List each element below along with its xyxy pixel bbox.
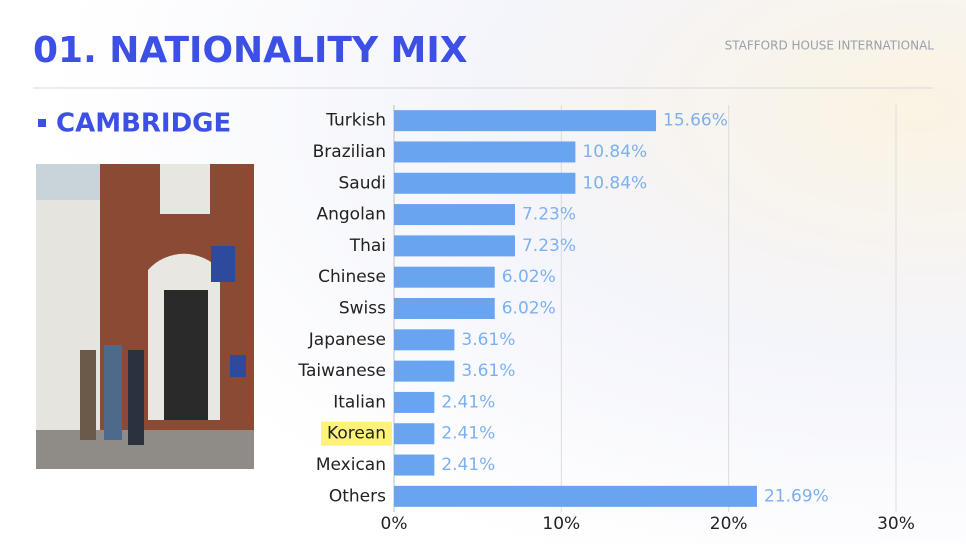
bar xyxy=(394,485,757,507)
value-label: 7.23% xyxy=(522,205,576,225)
x-tick-label: 10% xyxy=(542,514,580,534)
y-tick-label: Swiss xyxy=(339,299,386,319)
chart: 0% 10% 20% 30% Turkish 15.66% Brazilian 10.84% S… xyxy=(297,105,915,534)
value-label: 10.84% xyxy=(582,142,647,162)
bar xyxy=(394,391,435,413)
bar xyxy=(394,454,435,476)
highlight xyxy=(321,421,392,446)
x-tick-label: 0% xyxy=(381,514,408,534)
value-label: 2.41% xyxy=(441,424,495,444)
value-label: 10.84% xyxy=(582,173,647,193)
value-label: 2.41% xyxy=(441,455,495,475)
photo xyxy=(36,164,254,469)
bar xyxy=(394,360,455,382)
x-tick-label: 20% xyxy=(710,514,748,534)
value-label: 6.02% xyxy=(502,299,556,319)
bar xyxy=(394,141,576,163)
bullet xyxy=(38,119,46,127)
title: 01. NATIONALITY MIX xyxy=(33,30,468,71)
subtitle: CAMBRIDGE xyxy=(56,109,231,139)
bar xyxy=(394,423,435,445)
bar xyxy=(394,298,495,319)
highlight-layer xyxy=(321,421,392,446)
y-tick-label: Mexican xyxy=(316,455,386,475)
value-label: 7.23% xyxy=(522,236,576,256)
y-tick-label: Taiwanese xyxy=(297,361,386,381)
bar xyxy=(394,329,455,351)
y-tick-label: Angolan xyxy=(316,205,386,225)
y-tick-label: Korean xyxy=(327,424,386,444)
y-tick-label: Brazilian xyxy=(313,142,386,162)
value-label: 3.61% xyxy=(461,361,515,381)
y-tick-label: Saudi xyxy=(339,173,387,193)
x-tick-label: 30% xyxy=(877,514,915,534)
bar xyxy=(394,235,515,257)
y-tick-label: Japanese xyxy=(308,330,386,350)
y-tick-label: Italian xyxy=(333,392,386,412)
value-label: 3.61% xyxy=(461,330,515,350)
y-tick-label: Chinese xyxy=(318,267,386,287)
y-tick-label: Thai xyxy=(349,236,386,256)
bar xyxy=(394,172,576,194)
y-tick-label: Others xyxy=(329,486,386,506)
value-label: 2.41% xyxy=(441,392,495,412)
brand: STAFFORD HOUSE INTERNATIONAL xyxy=(725,39,935,53)
bar xyxy=(394,266,495,288)
bar xyxy=(394,110,657,132)
value-label: 15.66% xyxy=(663,111,728,131)
y-tick-label: Turkish xyxy=(325,111,386,131)
bar xyxy=(394,204,515,226)
value-label: 21.69% xyxy=(764,486,829,506)
value-label: 6.02% xyxy=(502,267,556,287)
